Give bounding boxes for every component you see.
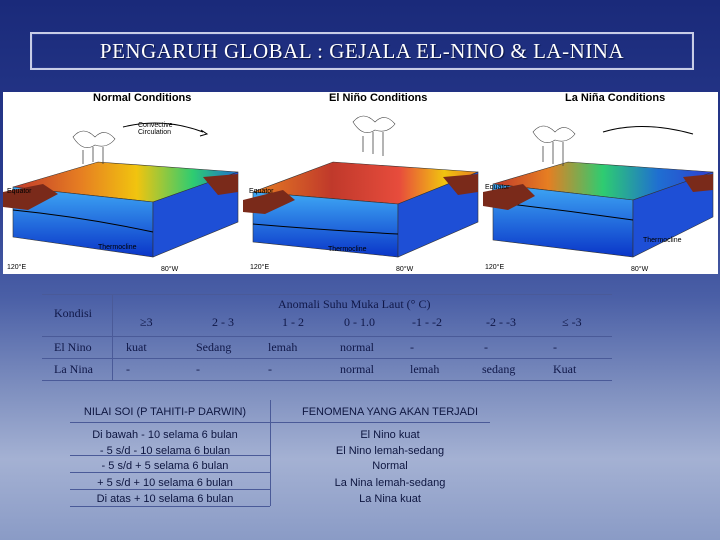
label-120e-2: 120°E — [250, 264, 270, 271]
col-header: 1 - 2 — [282, 315, 304, 329]
table-cell: - — [196, 362, 200, 376]
kondisi-header: Kondisi — [54, 306, 93, 320]
row-label-la-nina: La Nina — [54, 362, 93, 376]
table-cell: normal — [340, 362, 374, 376]
soi-value: - 5 s/d + 5 selama 6 bulan — [101, 460, 229, 472]
table-cell: normal — [340, 340, 374, 354]
col-header: ≤ -3 — [562, 315, 582, 329]
soi-line — [70, 455, 270, 456]
soi-line — [270, 422, 490, 423]
table-line-header — [42, 336, 612, 337]
label-120e-3: 120°E — [485, 264, 505, 271]
panel-title-normal: Normal Conditions — [93, 92, 192, 104]
label-thermocline-3: Thermocline — [643, 237, 682, 244]
table-line-top — [42, 294, 612, 295]
label-equator-1: Equator — [7, 188, 32, 195]
slide-title: PENGARUH GLOBAL : GEJALA EL-NINO & LA-NI… — [99, 38, 625, 63]
enso-diagram: Normal Conditions El Niño Conditions La … — [3, 92, 718, 274]
label-120e-1: 120°E — [7, 264, 27, 271]
soi-value: + 5 s/d + 10 selama 6 bulan — [97, 477, 233, 489]
soi-line — [70, 472, 270, 473]
panel-normal — [3, 122, 239, 258]
soi-value: - 5 s/d - 10 selama 6 bulan — [99, 445, 231, 457]
label-equator-3: Equator — [485, 184, 510, 191]
col-header: -2 - -3 — [486, 315, 516, 329]
soi-value: Di bawah - 10 selama 6 bulan — [92, 429, 238, 441]
table-cell: kuat — [126, 340, 147, 354]
col-header: 0 - 1.0 — [344, 315, 375, 329]
panel-title-el-nino: El Niño Conditions — [329, 92, 428, 104]
table-cell: - — [126, 362, 130, 376]
table-cell: lemah — [410, 362, 440, 376]
table-line-row1 — [42, 358, 612, 359]
col-header: ≥3 — [140, 315, 153, 329]
soi-line — [70, 422, 270, 423]
phenomenon: El Nino kuat — [360, 429, 420, 441]
phenomenon: El Nino lemah-sedang — [335, 445, 445, 457]
col-header: 2 - 3 — [212, 315, 234, 329]
soi-left-header: NILAI SOI (P TAHITI-P DARWIN) — [83, 406, 247, 418]
col-header: -1 - -2 — [412, 315, 442, 329]
label-thermocline-2: Thermocline — [328, 246, 367, 253]
phenomenon: Normal — [372, 460, 408, 472]
label-convective: Convective Circulation — [138, 122, 173, 136]
label-thermocline-1: Thermocline — [98, 244, 137, 251]
label-80w-2: 80°W — [396, 266, 414, 273]
phenomenon: La Nina kuat — [359, 493, 421, 505]
table-line-bottom — [42, 380, 612, 381]
table-cell: Kuat — [553, 362, 577, 376]
anomaly-header: Anomali Suhu Muka Laut (° C) — [278, 297, 431, 311]
soi-value: Di atas + 10 selama 6 bulan — [96, 493, 234, 505]
label-80w-1: 80°W — [161, 266, 179, 273]
soi-divider — [270, 400, 271, 506]
enso-diagram-svg — [3, 115, 714, 258]
panel-el-nino — [243, 115, 479, 258]
phenomenon: La Nina lemah-sedang — [334, 477, 446, 489]
panel-la-nina — [483, 125, 714, 258]
table-cell: - — [484, 340, 488, 354]
row-label-el-nino: El Nino — [54, 340, 92, 354]
soi-line — [70, 489, 270, 490]
label-equator-2: Equator — [249, 188, 274, 195]
table-cell: Sedang — [196, 340, 232, 354]
table-cell: sedang — [482, 362, 516, 376]
soi-right-header: FENOMENA YANG AKAN TERJADI — [301, 406, 479, 418]
panel-title-la-nina: La Niña Conditions — [565, 92, 666, 104]
table-cell: - — [268, 362, 272, 376]
table-cell: - — [410, 340, 414, 354]
label-80w-3: 80°W — [631, 266, 649, 273]
table-vline — [112, 294, 113, 380]
title-box: PENGARUH GLOBAL : GEJALA EL-NINO & LA-NI… — [30, 32, 694, 70]
table-cell: lemah — [268, 340, 298, 354]
table-cell: - — [553, 340, 557, 354]
soi-line — [70, 506, 270, 507]
